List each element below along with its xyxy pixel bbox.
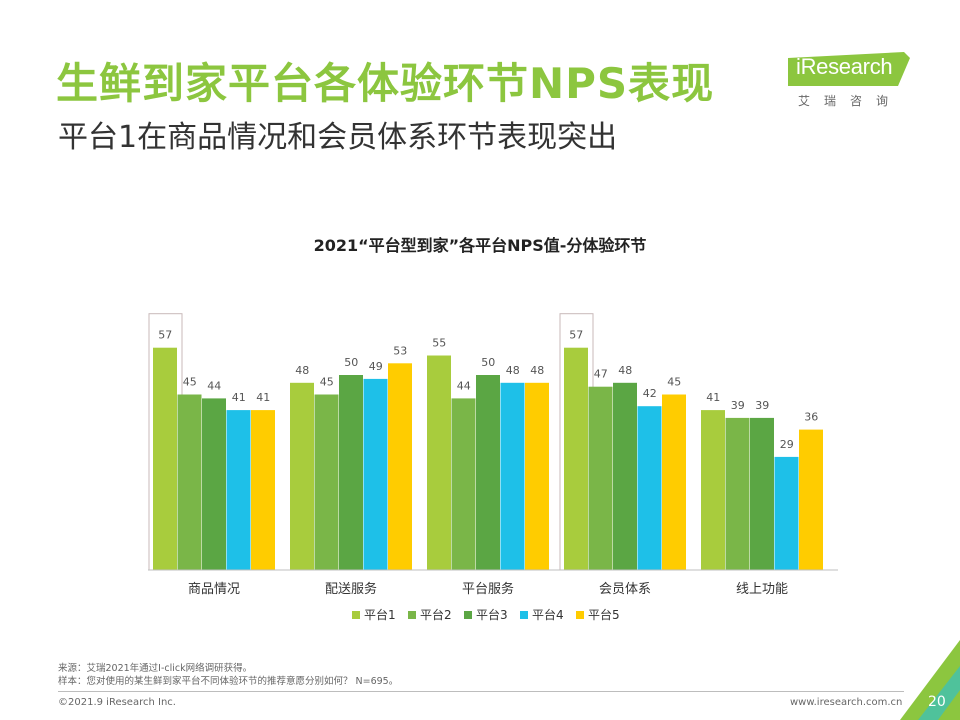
x-tick-label: 配送服务 <box>325 581 377 597</box>
data-label: 44 <box>457 379 471 392</box>
legend-label: 平台3 <box>476 607 508 622</box>
logo-chinese-text: 艾瑞咨询 <box>798 94 903 108</box>
legend-swatch <box>408 611 416 619</box>
data-label: 44 <box>207 379 221 392</box>
slide-title: 生鲜到家平台各体验环节NPS表现 <box>56 59 715 108</box>
bar <box>750 417 774 570</box>
bar <box>799 429 823 570</box>
bar <box>251 410 275 570</box>
sample-note: 样本：您对使用的某生鲜到家平台不同体验环节的推荐意愿分别如何？ N=695。 <box>58 676 399 687</box>
slide-subtitle: 平台1在商品情况和会员体系环节表现突出 <box>58 120 618 155</box>
website-link[interactable]: www.iresearch.com.cn <box>790 697 903 708</box>
data-label: 41 <box>256 391 270 404</box>
legend-swatch <box>352 611 360 619</box>
iresearch-logo: iResearch 艾瑞咨询 <box>788 52 912 110</box>
data-label: 45 <box>320 376 334 389</box>
bar <box>427 355 451 570</box>
bar <box>363 378 388 570</box>
bar <box>476 375 500 570</box>
bar <box>525 382 549 570</box>
data-label: 45 <box>667 376 681 389</box>
bar <box>774 456 799 570</box>
data-label: 48 <box>618 364 632 377</box>
footer-divider <box>58 691 904 692</box>
data-label: 41 <box>232 391 246 404</box>
chart-title: 2021“平台型到家”各平台NPS值-分体验环节 <box>313 236 647 255</box>
data-label: 53 <box>393 344 407 357</box>
legend-swatch <box>464 611 472 619</box>
legend-label: 平台2 <box>420 607 452 622</box>
x-tick-label: 线上功能 <box>736 582 788 597</box>
data-label: 55 <box>432 337 446 350</box>
bar <box>314 394 339 570</box>
x-tick-label: 商品情况 <box>188 582 240 597</box>
data-label: 41 <box>706 391 720 404</box>
corner-decoration <box>900 640 960 720</box>
data-label: 39 <box>755 399 769 412</box>
data-label: 49 <box>369 360 383 373</box>
bar <box>725 417 750 570</box>
bar <box>290 382 314 570</box>
bar <box>339 375 363 570</box>
legend-swatch <box>520 611 528 619</box>
bar <box>701 410 725 570</box>
source-note: 来源：艾瑞2021年通过I-click网络调研获得。 <box>58 663 253 674</box>
data-label: 47 <box>594 368 608 381</box>
logo-brand-text: iResearch <box>796 54 893 79</box>
data-label: 57 <box>569 329 583 342</box>
bar <box>500 382 525 570</box>
data-label: 42 <box>643 387 657 400</box>
data-label: 57 <box>158 329 172 342</box>
page-number: 20 <box>928 694 946 710</box>
bar <box>588 386 613 570</box>
bar <box>226 410 251 570</box>
x-tick-label: 会员体系 <box>599 582 651 597</box>
legend-label: 平台1 <box>364 607 396 622</box>
x-tick-label: 平台服务 <box>462 581 514 597</box>
data-label: 39 <box>731 399 745 412</box>
bar <box>451 398 476 570</box>
bar <box>637 406 662 570</box>
legend-swatch <box>576 611 584 619</box>
bar <box>662 394 686 570</box>
bar <box>177 394 202 570</box>
bar <box>564 347 588 570</box>
bar <box>153 347 177 570</box>
data-label: 50 <box>481 356 495 369</box>
bar <box>388 363 412 570</box>
data-label: 50 <box>344 356 358 369</box>
data-label: 48 <box>506 364 520 377</box>
copyright-text: ©2021.9 iResearch Inc. <box>58 697 176 708</box>
bar <box>202 398 226 570</box>
logo-badge-shape <box>788 52 910 86</box>
data-label: 48 <box>295 364 309 377</box>
legend-label: 平台4 <box>532 607 564 622</box>
footnotes: 来源：艾瑞2021年通过I-click网络调研获得。 样本：您对使用的某生鲜到家… <box>58 662 398 688</box>
data-label: 48 <box>530 364 544 377</box>
nps-bar-chart: 57 48 55 57 41 45 45 44 47 39 44 50 50 48 39 41 49 48 42 29… <box>148 313 838 622</box>
bar <box>613 382 637 570</box>
data-label: 29 <box>780 438 794 451</box>
data-label: 36 <box>804 411 818 424</box>
data-label: 45 <box>183 376 197 389</box>
legend-label: 平台5 <box>588 607 620 622</box>
